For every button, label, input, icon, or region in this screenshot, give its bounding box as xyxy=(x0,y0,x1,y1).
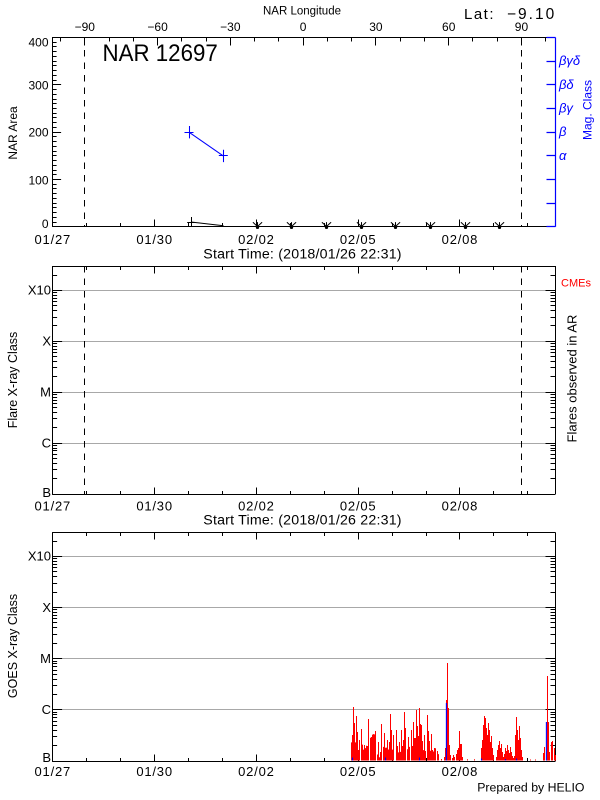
svg-text:02/02: 02/02 xyxy=(238,499,275,514)
svg-text:GOES X-ray Class: GOES X-ray Class xyxy=(6,594,20,698)
svg-text:02/02: 02/02 xyxy=(238,232,275,247)
svg-text:NAR Area: NAR Area xyxy=(6,106,20,160)
svg-text:M: M xyxy=(40,651,51,666)
svg-text:β: β xyxy=(558,124,567,139)
svg-text:0: 0 xyxy=(300,20,307,34)
svg-text:X: X xyxy=(42,600,51,615)
svg-text:0: 0 xyxy=(42,217,49,231)
svg-text:B: B xyxy=(42,750,51,765)
svg-text:−60: −60 xyxy=(147,20,168,34)
svg-text:100: 100 xyxy=(28,173,48,187)
svg-text:M: M xyxy=(40,385,51,400)
svg-text:C: C xyxy=(42,702,51,717)
svg-text:Prepared by HELIO: Prepared by HELIO xyxy=(477,781,584,795)
svg-text:α: α xyxy=(559,148,567,163)
svg-text:01/30: 01/30 xyxy=(136,764,173,779)
svg-text:01/27: 01/27 xyxy=(35,232,72,247)
svg-text:−30: −30 xyxy=(220,20,241,34)
svg-text:02/05: 02/05 xyxy=(340,499,377,514)
svg-text:B: B xyxy=(42,485,51,500)
svg-text:02/08: 02/08 xyxy=(442,499,479,514)
svg-text:01/30: 01/30 xyxy=(136,232,173,247)
svg-text:02/05: 02/05 xyxy=(340,764,377,779)
svg-text:Start Time: (2018/01/26 22:31): Start Time: (2018/01/26 22:31) xyxy=(203,247,401,263)
svg-text:30: 30 xyxy=(369,20,383,34)
svg-text:02/08: 02/08 xyxy=(442,764,479,779)
svg-text:Start Time: (2018/01/26 22:31): Start Time: (2018/01/26 22:31) xyxy=(203,513,401,529)
svg-text:Flares observed in AR: Flares observed in AR xyxy=(565,315,580,443)
svg-text:300: 300 xyxy=(28,79,48,93)
svg-text:Flare X-ray Class: Flare X-ray Class xyxy=(6,332,20,429)
svg-text:NAR 12697: NAR 12697 xyxy=(103,39,218,66)
svg-text:C: C xyxy=(42,435,51,450)
svg-text:CMEs: CMEs xyxy=(561,278,591,290)
svg-text:X: X xyxy=(42,334,51,349)
svg-text:01/27: 01/27 xyxy=(35,764,72,779)
svg-text:X10: X10 xyxy=(28,283,51,298)
svg-text:400: 400 xyxy=(28,35,48,49)
svg-text:200: 200 xyxy=(28,126,48,140)
svg-text:βδ: βδ xyxy=(558,77,574,92)
svg-text:−9.10: −9.10 xyxy=(507,6,556,23)
svg-text:βγδ: βγδ xyxy=(558,53,581,68)
svg-text:02/05: 02/05 xyxy=(340,232,377,247)
svg-text:02/02: 02/02 xyxy=(238,764,275,779)
svg-text:90: 90 xyxy=(515,20,529,34)
svg-text:NAR Longitude: NAR Longitude xyxy=(263,6,341,18)
svg-text:Lat:: Lat: xyxy=(464,6,495,23)
svg-text:βγ: βγ xyxy=(558,100,574,115)
svg-text:01/30: 01/30 xyxy=(136,499,173,514)
svg-text:X10: X10 xyxy=(28,549,51,564)
svg-text:01/27: 01/27 xyxy=(35,499,72,514)
svg-text:−90: −90 xyxy=(75,20,96,34)
svg-text:02/08: 02/08 xyxy=(442,232,479,247)
svg-text:60: 60 xyxy=(442,20,456,34)
svg-text:Mag. Class: Mag. Class xyxy=(581,80,595,140)
